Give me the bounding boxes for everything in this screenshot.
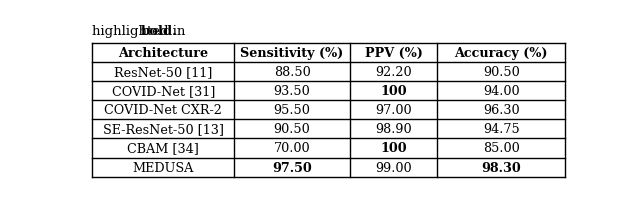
Text: 94.00: 94.00 [483, 84, 520, 98]
Text: 98.90: 98.90 [376, 123, 412, 136]
Text: 90.50: 90.50 [483, 65, 520, 78]
Text: 85.00: 85.00 [483, 142, 520, 155]
Text: Architecture: Architecture [118, 46, 209, 59]
Text: PPV (%): PPV (%) [365, 46, 422, 59]
Text: 95.50: 95.50 [274, 104, 310, 116]
Text: 99.00: 99.00 [376, 161, 412, 174]
Text: 96.30: 96.30 [483, 104, 520, 116]
Text: 100: 100 [380, 84, 407, 98]
Text: COVID-Net CXR-2: COVID-Net CXR-2 [104, 104, 222, 116]
Text: Accuracy (%): Accuracy (%) [454, 46, 548, 59]
Text: 97.00: 97.00 [376, 104, 412, 116]
Text: 90.50: 90.50 [274, 123, 310, 136]
Text: SE-ResNet-50 [13]: SE-ResNet-50 [13] [103, 123, 224, 136]
Text: 92.20: 92.20 [376, 65, 412, 78]
Text: highlighted in: highlighted in [92, 25, 190, 38]
Text: COVID-Net [31]: COVID-Net [31] [111, 84, 215, 98]
Text: CBAM [34]: CBAM [34] [127, 142, 199, 155]
Text: 94.75: 94.75 [483, 123, 520, 136]
Text: bold.: bold. [141, 25, 178, 38]
Text: 70.00: 70.00 [274, 142, 310, 155]
Text: MEDUSA: MEDUSA [132, 161, 194, 174]
Text: Sensitivity (%): Sensitivity (%) [241, 46, 344, 59]
Text: 98.30: 98.30 [481, 161, 521, 174]
Text: 100: 100 [380, 142, 407, 155]
Text: 97.50: 97.50 [272, 161, 312, 174]
Text: ResNet-50 [11]: ResNet-50 [11] [114, 65, 212, 78]
Text: 93.50: 93.50 [274, 84, 310, 98]
Text: 88.50: 88.50 [274, 65, 310, 78]
